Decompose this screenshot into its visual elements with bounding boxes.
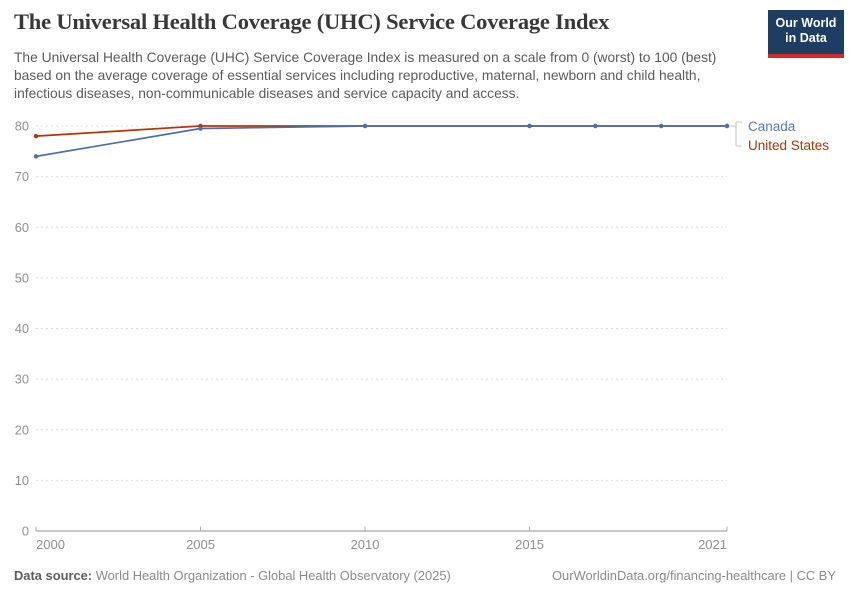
y-axis-label: 80 xyxy=(15,119,29,134)
canada-point-2015[interactable] xyxy=(527,123,532,129)
y-axis-label: 30 xyxy=(15,372,29,387)
chart-footer: Data source: World Health Organization -… xyxy=(14,568,836,583)
canada-point-2000[interactable] xyxy=(33,154,39,159)
legend-connector xyxy=(729,121,742,147)
x-axis-label: 2015 xyxy=(515,537,544,552)
canada-point-2021[interactable] xyxy=(724,123,730,129)
y-axis-label: 10 xyxy=(15,473,29,488)
y-axis-label: 0 xyxy=(22,524,29,539)
owid-logo-line1: Our World xyxy=(775,16,837,30)
legend-label-canada[interactable]: Canada xyxy=(748,119,796,134)
canada-point-2005[interactable] xyxy=(198,126,203,131)
y-axis-label: 20 xyxy=(15,422,29,437)
chart-title: The Universal Health Coverage (UHC) Serv… xyxy=(14,9,610,34)
data-source-value: World Health Organization - Global Healt… xyxy=(95,568,451,583)
y-axis-label: 70 xyxy=(15,169,29,184)
canada-point-2010[interactable] xyxy=(362,123,368,129)
x-axis-label: 2021 xyxy=(698,537,727,552)
x-axis-label: 2010 xyxy=(351,537,380,552)
data-source: Data source: World Health Organization -… xyxy=(14,568,451,583)
owid-logo[interactable]: Our World in Data xyxy=(768,10,844,58)
x-axis-label: 2000 xyxy=(36,537,65,552)
legend-label-united-states[interactable]: United States xyxy=(748,138,830,153)
y-axis-label: 60 xyxy=(15,220,29,235)
canada-point-2019[interactable] xyxy=(658,123,664,129)
attribution-link[interactable]: OurWorldinData.org/financing-healthcare … xyxy=(552,568,836,583)
united-states-point-2000[interactable] xyxy=(33,133,39,139)
united-states-line[interactable] xyxy=(35,125,727,137)
y-axis-label: 40 xyxy=(15,321,29,336)
owid-logo-line2: in Data xyxy=(785,31,827,46)
canada-point-2017[interactable] xyxy=(593,123,598,129)
chart-subtitle: The Universal Health Coverage (UHC) Serv… xyxy=(14,50,717,101)
y-axis-label: 50 xyxy=(15,270,29,285)
data-source-label: Data source: xyxy=(14,568,93,583)
x-axis-label: 2005 xyxy=(186,537,215,552)
